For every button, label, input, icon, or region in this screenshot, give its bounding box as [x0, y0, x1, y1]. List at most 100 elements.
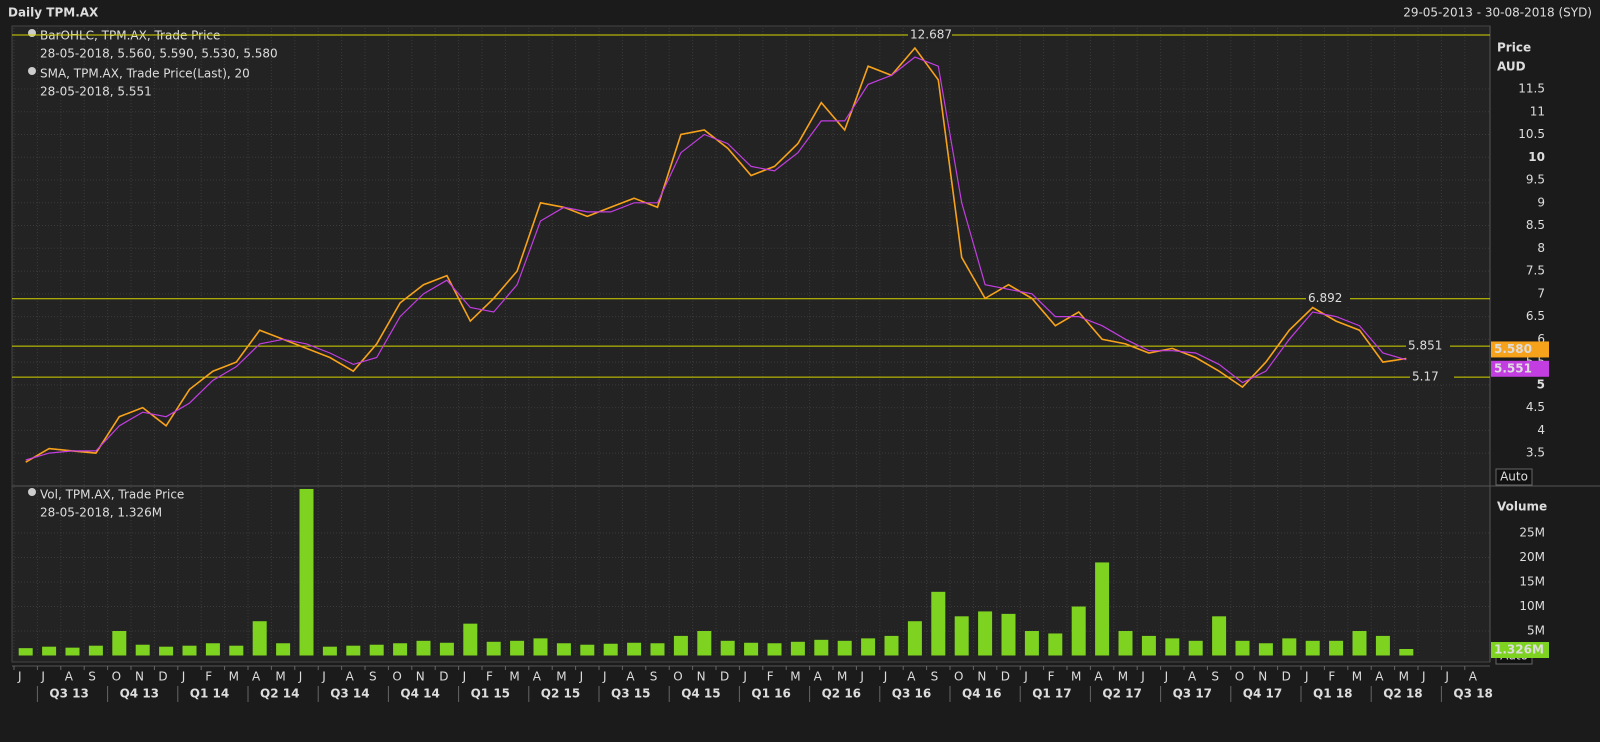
quarter-label: Q4 15 [681, 687, 720, 701]
x-tick-label: J [1164, 670, 1169, 684]
volume-bar [814, 639, 829, 656]
date-range: 29-05-2013 - 30-08-2018 (SYD) [1403, 6, 1592, 20]
x-tick-label: A [626, 670, 635, 684]
last-value-box [1491, 341, 1549, 358]
y-tick-label: 11.5 [1518, 81, 1545, 95]
sma-line [25, 56, 1407, 461]
x-tick-label: F [767, 670, 774, 684]
x-tick-label: D [720, 670, 729, 684]
last-value-label: 1.326M [1494, 643, 1544, 657]
volume-bar [439, 642, 454, 656]
level-label-bg [1406, 338, 1450, 354]
x-tick-label: N [697, 670, 706, 684]
quarter-label: Q3 13 [49, 687, 88, 701]
legend-text: SMA, TPM.AX, Trade Price(Last), 20 [40, 67, 250, 81]
x-tick-label: F [205, 670, 212, 684]
volume-bar [767, 643, 782, 656]
volume-bar [42, 646, 57, 656]
y-tick-label: 11 [1530, 104, 1545, 118]
volume-bar [1188, 640, 1203, 656]
legend-text: 28-05-2018, 1.326M [40, 506, 162, 520]
x-tick-label: D [439, 670, 448, 684]
volume-bar [1141, 635, 1156, 656]
x-tick-label: J [859, 670, 864, 684]
volume-bar [954, 616, 969, 656]
volume-bar [463, 623, 478, 656]
x-tick-label: J [883, 670, 888, 684]
quarter-label: Q4 16 [962, 687, 1001, 701]
x-tick-label: O [673, 670, 682, 684]
volume-bar [1165, 638, 1180, 656]
x-tick-label: M [1352, 670, 1362, 684]
x-tick-label: N [135, 670, 144, 684]
x-tick-label: N [1258, 670, 1267, 684]
volume-bar [393, 643, 408, 656]
volume-bar [369, 644, 384, 656]
legend-text: 28-05-2018, 5.560, 5.590, 5.530, 5.580 [40, 47, 278, 61]
quarter-label: Q1 15 [471, 687, 510, 701]
volume-bar [720, 640, 735, 656]
x-tick-label: J [40, 670, 45, 684]
x-tick-label: J [1421, 670, 1426, 684]
volume-bar [1235, 640, 1250, 656]
level-label: 5.17 [1412, 370, 1439, 384]
y-tick-label: 9 [1537, 195, 1545, 209]
volume-bar [790, 641, 805, 656]
y-tick-label: 5M [1527, 624, 1545, 638]
level-label: 12.687 [910, 27, 952, 41]
x-tick-label: O [392, 670, 401, 684]
volume-bar [697, 631, 712, 656]
volume-bar [346, 645, 361, 656]
auto-button-label[interactable]: Auto [1500, 470, 1528, 484]
volume-bar [65, 647, 80, 656]
volume-bar [1282, 638, 1297, 656]
last-value-label: 5.551 [1494, 361, 1532, 375]
y-tick-label: 10M [1519, 599, 1545, 613]
volume-bar [861, 638, 876, 656]
x-tick-label: F [1328, 670, 1335, 684]
x-tick-label: M [1118, 670, 1128, 684]
volume-bar [907, 621, 922, 656]
x-tick-label: J [1304, 670, 1309, 684]
x-tick-label: J [298, 670, 303, 684]
y-tick-label: 5 [1537, 377, 1545, 391]
auto-button[interactable] [1495, 468, 1533, 486]
x-tick-label: A [252, 670, 261, 684]
level-label: 6.892 [1308, 291, 1342, 305]
x-tick-label: J [1023, 670, 1028, 684]
legend-text: Vol, TPM.AX, Trade Price [40, 488, 184, 502]
x-tick-label: D [158, 670, 167, 684]
quarter-label: Q4 17 [1243, 687, 1282, 701]
chart-title: Daily TPM.AX [8, 6, 99, 20]
x-tick-label: J [579, 670, 584, 684]
x-tick-label: M [556, 670, 566, 684]
volume-bar [1258, 643, 1273, 656]
quarter-label: Q1 14 [190, 687, 229, 701]
volume-bar [603, 643, 618, 656]
volume-bar [627, 642, 642, 656]
x-tick-label: A [346, 670, 355, 684]
quarter-label: Q1 16 [751, 687, 790, 701]
quarter-label: Q3 16 [892, 687, 931, 701]
y-tick-label: 8.5 [1526, 218, 1545, 232]
volume-bar [1212, 616, 1227, 656]
volume-bar [1399, 649, 1414, 656]
x-tick-label: A [533, 670, 542, 684]
y-tick-label: 10 [1528, 150, 1545, 164]
volume-bar [556, 643, 571, 656]
x-tick-label: S [931, 670, 939, 684]
volume-bar [159, 646, 174, 656]
level-label-bg [1306, 290, 1350, 306]
y-tick-label: 9.5 [1526, 173, 1545, 187]
x-tick-label: N [416, 670, 425, 684]
x-tick-label: J [462, 670, 467, 684]
volume-bar [88, 645, 103, 656]
x-tick-label: F [486, 670, 493, 684]
x-tick-label: F [1048, 670, 1055, 684]
x-tick-label: A [907, 670, 916, 684]
y-tick-label: 8 [1537, 241, 1545, 255]
y-tick-label: 25M [1519, 526, 1545, 540]
volume-bar [112, 631, 127, 656]
